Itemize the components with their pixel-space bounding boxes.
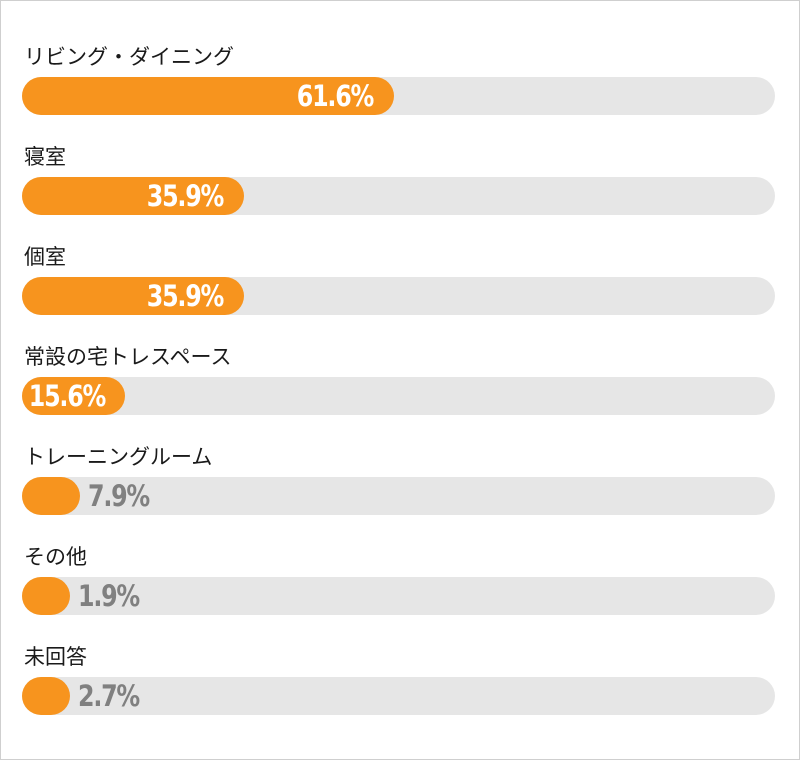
bar-fill: [22, 577, 70, 615]
value-label: 7.9%: [88, 479, 150, 513]
value-label: 1.9%: [78, 579, 140, 613]
bar-track: 1.9%: [22, 577, 775, 615]
bar-track: 35.9%: [22, 277, 775, 315]
bar-track: 7.9%: [22, 477, 775, 515]
bar-fill: [22, 277, 244, 315]
bar-row: 未回答 2.7%: [22, 640, 775, 740]
bar-track: 15.6%: [22, 377, 775, 415]
bar-row: 常設の宅トレスペース 15.6%: [22, 340, 775, 440]
category-label: 個室: [24, 245, 66, 269]
category-label: 寝室: [24, 145, 66, 169]
bar-fill: [22, 477, 81, 515]
horizontal-bar-chart: リビング・ダイニング 61.6% 寝室 35.9% 個室 35.9% 常設の宅トレスペース 1…: [22, 40, 775, 740]
category-label: その他: [24, 545, 87, 569]
value-label: 35.9%: [147, 279, 225, 313]
bar-fill: [22, 377, 125, 415]
bar-row: リビング・ダイニング 61.6%: [22, 40, 775, 140]
category-label: トレーニングルーム: [24, 445, 213, 469]
bar-fill: [22, 177, 244, 215]
category-label: リビング・ダイニング: [24, 45, 234, 69]
value-label: 2.7%: [78, 679, 140, 713]
bar-fill: [22, 677, 70, 715]
bar-track: 2.7%: [22, 677, 775, 715]
bar-row: 個室 35.9%: [22, 240, 775, 340]
category-label: 未回答: [24, 645, 87, 669]
bar-track: 61.6%: [22, 77, 775, 115]
bar-row: その他 1.9%: [22, 540, 775, 640]
category-label: 常設の宅トレスペース: [24, 345, 232, 369]
bar-row: 寝室 35.9%: [22, 140, 775, 240]
bar-fill: [22, 77, 394, 115]
bar-track: 35.9%: [22, 177, 775, 215]
value-label: 15.6%: [28, 379, 107, 413]
value-label: 61.6%: [297, 79, 375, 113]
value-label: 35.9%: [147, 179, 225, 213]
bar-row: トレーニングルーム 7.9%: [22, 440, 775, 540]
